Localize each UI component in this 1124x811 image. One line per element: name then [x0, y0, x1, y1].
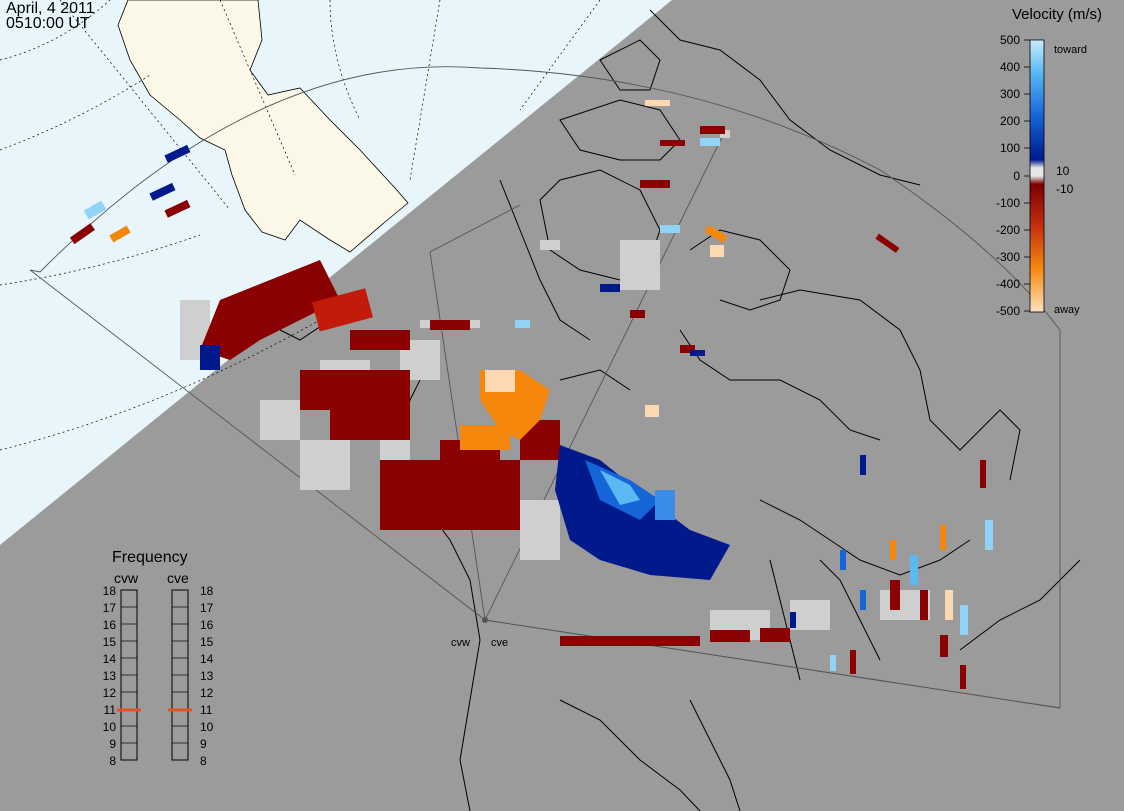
away-faint-cells	[485, 100, 953, 620]
velocity-tick-12: -500	[995, 304, 1020, 318]
freq-tick-right-8: 10	[200, 720, 214, 734]
freq-tick-right-3: 15	[200, 635, 214, 649]
freq-tick-left-4: 14	[102, 652, 116, 666]
velocity-tick-9: -200	[995, 223, 1020, 237]
velocity-tick-1: 400	[999, 60, 1020, 74]
freq-tick-left-1: 17	[102, 601, 116, 615]
away-mid-cells	[312, 288, 373, 332]
velocity-tick-4: 100	[999, 141, 1020, 155]
freq-tick-right-9: 9	[200, 737, 207, 751]
away-label: away	[1054, 304, 1080, 316]
velocity-tick-8: -100	[995, 196, 1020, 210]
velocity-tick-6: 0	[1013, 169, 1020, 183]
freq-tick-left-3: 15	[102, 635, 116, 649]
freq-tick-left-5: 13	[102, 669, 116, 683]
toward-velocity-cells	[83, 138, 993, 671]
freq-tick-left-0: 18	[102, 584, 116, 598]
time-label: 0510:00 UT	[6, 15, 90, 32]
site-label-cvw: cvw	[451, 637, 470, 649]
freq-tick-right-10: 8	[200, 754, 207, 768]
freq-tick-right-1: 17	[200, 601, 214, 615]
freq-tick-right-5: 13	[200, 669, 214, 683]
freq-tick-right-2: 16	[200, 618, 214, 632]
graticule	[0, 0, 601, 451]
velocity-scale-title: Velocity (m/s)	[1012, 6, 1103, 23]
radar-site-marker	[482, 617, 488, 623]
velocity-tick-11: -400	[995, 277, 1020, 291]
alaska-landmass	[117, 0, 409, 253]
freq-tick-left-8: 10	[102, 720, 116, 734]
freq-tick-right-4: 14	[200, 652, 214, 666]
velocity-tick-0: 500	[999, 33, 1020, 47]
freq-tick-right-6: 12	[200, 686, 214, 700]
colorbar-ticks	[1024, 39, 1030, 312]
freq-tick-left-2: 16	[102, 618, 116, 632]
velocity-tick-10: -300	[995, 250, 1020, 264]
toward-label: toward	[1054, 44, 1088, 56]
freq-tick-left-7: 11	[103, 703, 116, 717]
velocity-colorbar	[1029, 39, 1045, 313]
site-label-cve: cve	[491, 637, 509, 649]
freq-tick-left-6: 12	[102, 686, 116, 700]
radar-label-cvw: cvw	[114, 570, 139, 586]
velocity-tick-3: 200	[999, 114, 1020, 128]
coastlines	[279, 9, 1081, 811]
daylight-region	[0, 0, 672, 545]
freq-tick-right-7: 11	[200, 703, 213, 717]
freq-tick-left-9: 9	[109, 737, 116, 751]
velocity-tick-7: -10	[1056, 182, 1074, 196]
frequency-panel-title: Frequency	[112, 549, 188, 566]
frequency-grid	[121, 606, 188, 744]
velocity-tick-2: 300	[999, 87, 1020, 101]
freq-tick-left-10: 8	[109, 754, 116, 768]
date-label: April, 4 2011	[6, 0, 95, 17]
velocity-tick-5: 10	[1056, 164, 1070, 178]
radar-label-cve: cve	[167, 570, 189, 586]
freq-tick-right-0: 18	[200, 584, 214, 598]
